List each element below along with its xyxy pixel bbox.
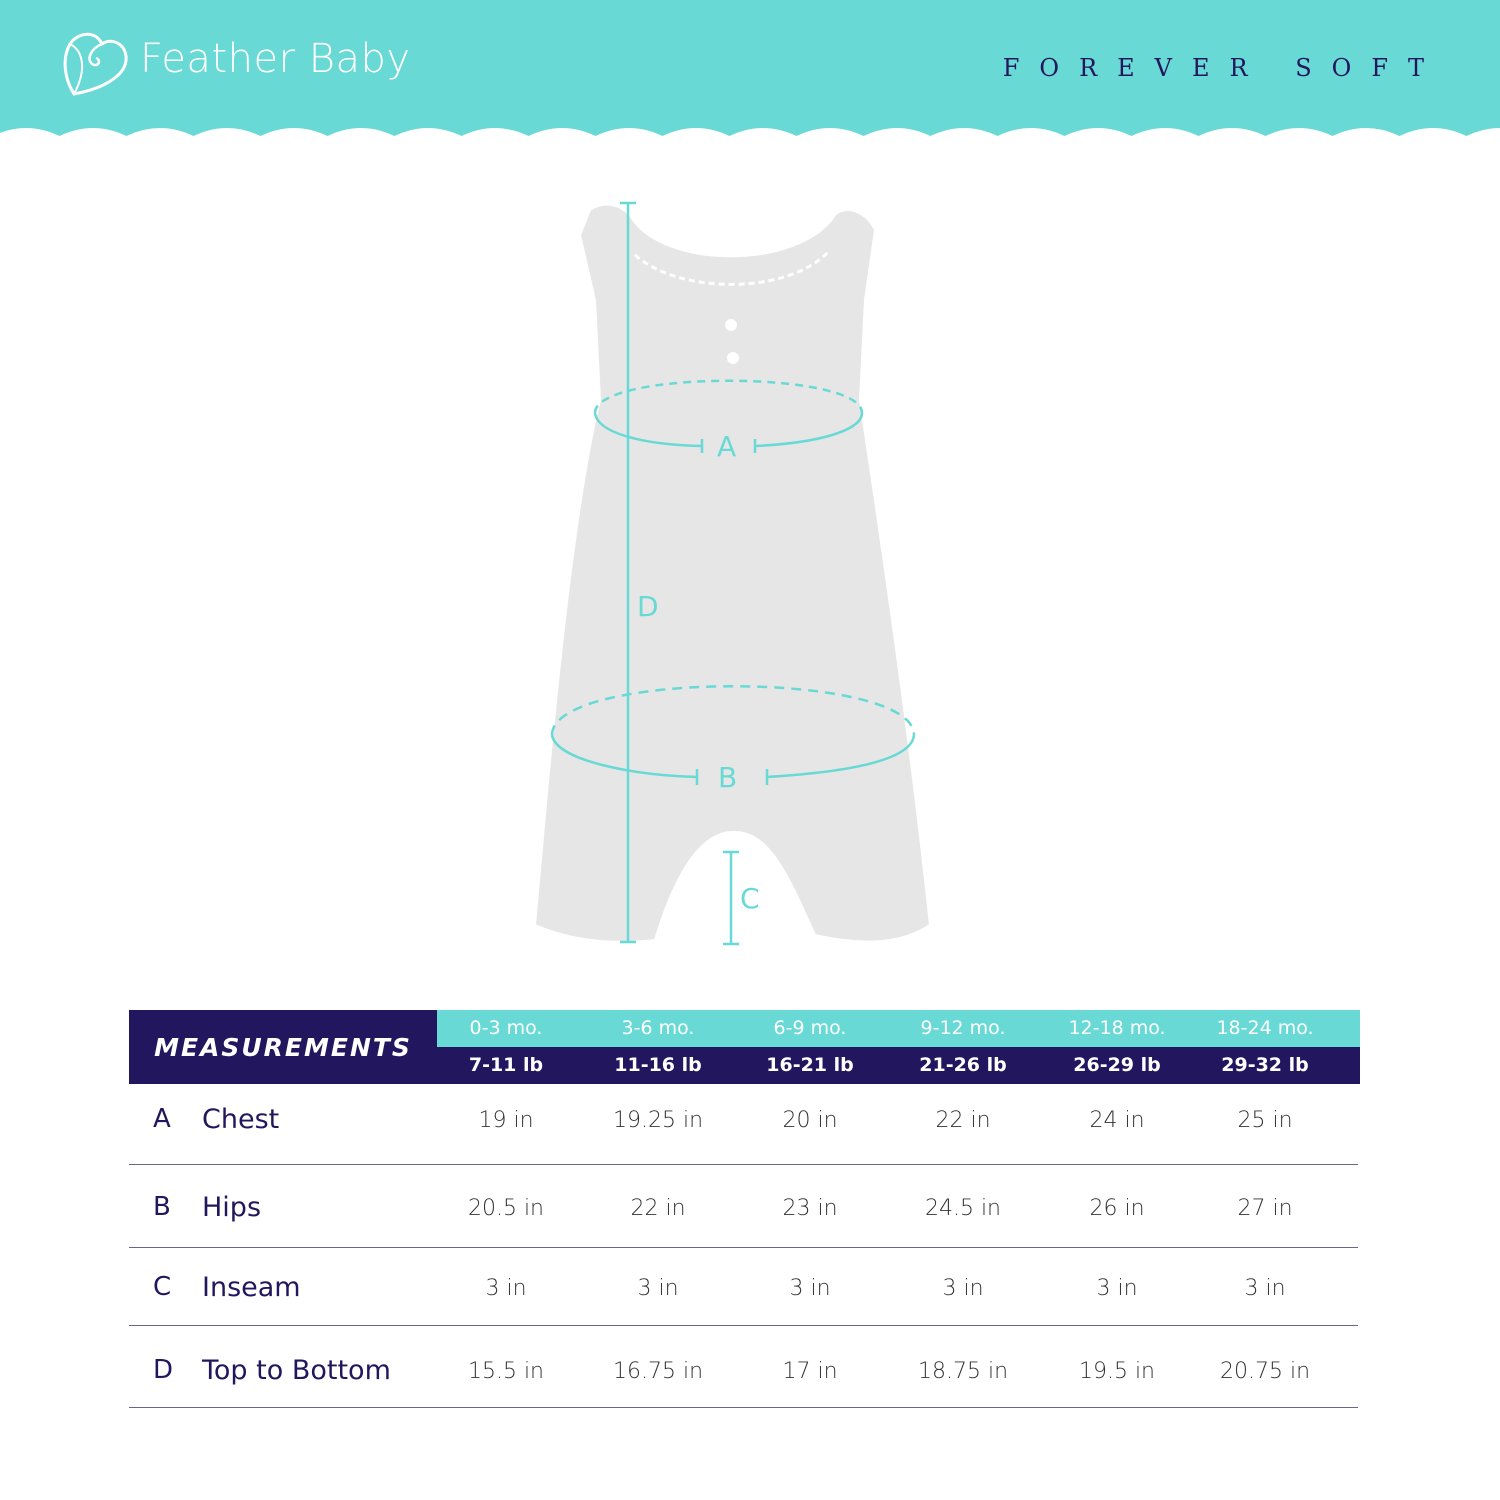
- header-banner: Feather Baby FOREVER SOFT: [0, 0, 1500, 140]
- measurement-name: Inseam: [202, 1272, 301, 1303]
- weight-header: 21-26 lb: [919, 1054, 1007, 1076]
- age-header: 6-9 mo.: [773, 1017, 847, 1039]
- measurement-value: 15.5 in: [467, 1359, 545, 1384]
- measurement-name: Hips: [202, 1192, 262, 1223]
- weight-header: 16-21 lb: [766, 1054, 854, 1076]
- table-row: B Hips 20.5 in 22 in 23 in 24.5 in 26 in 27 in: [129, 1164, 1358, 1248]
- measurement-value: 3 in: [637, 1276, 679, 1301]
- measurement-name: Chest: [202, 1104, 280, 1135]
- weight-header: 26-29 lb: [1073, 1054, 1161, 1076]
- shell-heart-icon: [63, 32, 128, 96]
- measurement-value: 18.75 in: [917, 1359, 1009, 1384]
- measurement-value: 22 in: [630, 1196, 686, 1221]
- measurement-value: 3 in: [942, 1276, 984, 1301]
- label-b: B: [718, 761, 737, 794]
- measurement-value: 16.75 in: [612, 1359, 704, 1384]
- measurement-value: 19.25 in: [612, 1108, 704, 1133]
- measurement-value: 25 in: [1237, 1108, 1293, 1133]
- label-a: A: [717, 430, 736, 463]
- weight-header: 11-16 lb: [614, 1054, 702, 1076]
- label-d: D: [637, 590, 659, 623]
- measurement-value: 20.75 in: [1219, 1359, 1311, 1384]
- age-header: 9-12 mo.: [920, 1017, 1006, 1039]
- age-header: 12-18 mo.: [1068, 1017, 1166, 1039]
- measurement-value: 3 in: [1244, 1276, 1286, 1301]
- row-letter: D: [153, 1355, 174, 1385]
- table-row: A Chest 19 in 19.25 in 20 in 22 in 24 in 25 in: [129, 1084, 1358, 1165]
- garment-diagram: A B C D: [533, 201, 932, 946]
- button: [725, 319, 737, 331]
- age-header: 18-24 mo.: [1216, 1017, 1314, 1039]
- row-letter: C: [153, 1272, 172, 1302]
- weight-header: 7-11 lb: [468, 1054, 544, 1076]
- age-header: 3-6 mo.: [621, 1017, 695, 1039]
- weight-header: 29-32 lb: [1221, 1054, 1309, 1076]
- weight-header-row: 7-11 lb 11-16 lb 16-21 lb 21-26 lb 26-29 lb 2…: [437, 1047, 1360, 1084]
- measure-lines: [550, 201, 916, 946]
- measurement-value: 3 in: [1096, 1276, 1138, 1301]
- romper-silhouette: [533, 203, 932, 943]
- measurement-value: 20.5 in: [467, 1196, 545, 1221]
- table-title: MEASUREMENTS: [129, 1010, 437, 1084]
- button: [727, 352, 739, 364]
- measurement-value: 22 in: [935, 1108, 991, 1133]
- table-row: C Inseam 3 in 3 in 3 in 3 in 3 in 3 in: [129, 1247, 1358, 1326]
- measurement-value: 24.5 in: [924, 1196, 1002, 1221]
- age-header-row: 0-3 mo. 3-6 mo. 6-9 mo. 9-12 mo. 12-18 mo. 18…: [437, 1010, 1360, 1047]
- measurement-value: 24 in: [1089, 1108, 1145, 1133]
- measurement-value: 23 in: [782, 1196, 838, 1221]
- row-letter: B: [153, 1192, 171, 1222]
- measurement-value: 3 in: [789, 1276, 831, 1301]
- measurement-value: 26 in: [1089, 1196, 1145, 1221]
- wavy-banner-background: [0, 0, 1500, 136]
- tagline: FOREVER SOFT: [1002, 54, 1444, 82]
- measurement-value: 3 in: [485, 1276, 527, 1301]
- measurement-value: 19 in: [478, 1108, 534, 1133]
- brand-name: Feather Baby: [140, 36, 411, 82]
- measurement-value: 20 in: [782, 1108, 838, 1133]
- neckline-ruffle: [634, 249, 832, 286]
- measurement-value: 27 in: [1237, 1196, 1293, 1221]
- label-c: C: [740, 882, 760, 915]
- row-letter: A: [153, 1104, 171, 1134]
- measurement-name: Top to Bottom: [202, 1355, 391, 1386]
- measurement-value: 17 in: [782, 1359, 838, 1384]
- table-row: D Top to Bottom 15.5 in 16.75 in 17 in 18.75 …: [129, 1325, 1358, 1408]
- measurement-value: 19.5 in: [1078, 1359, 1156, 1384]
- age-header: 0-3 mo.: [469, 1017, 543, 1039]
